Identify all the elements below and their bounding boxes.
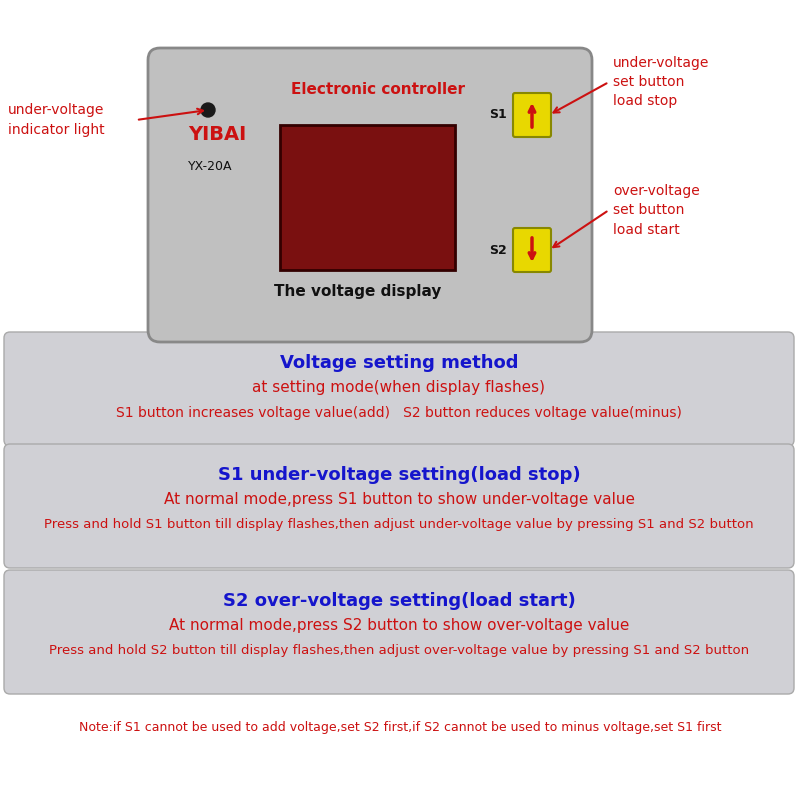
Text: The voltage display: The voltage display [274,284,441,299]
Text: S1 button increases voltage value(add)   S2 button reduces voltage value(minus): S1 button increases voltage value(add) S… [116,406,682,420]
Text: YX-20A: YX-20A [188,160,233,173]
Text: YIBAI: YIBAI [188,125,246,144]
Text: S1: S1 [490,109,507,122]
Text: Voltage setting method: Voltage setting method [280,354,518,372]
FancyBboxPatch shape [4,570,794,694]
FancyBboxPatch shape [4,332,794,446]
Circle shape [201,103,215,117]
FancyBboxPatch shape [148,48,592,342]
Text: Press and hold S1 button till display flashes,then adjust under-voltage value by: Press and hold S1 button till display fl… [44,518,754,531]
Text: Electronic controller: Electronic controller [291,82,466,97]
Bar [280,125,455,270]
Text: At normal mode,press S2 button to show over-voltage value: At normal mode,press S2 button to show o… [169,618,629,633]
Text: under-voltage
indicator light: under-voltage indicator light [8,103,105,137]
Text: Note:if S1 cannot be used to add voltage,set S2 first,if S2 cannot be used to mi: Note:if S1 cannot be used to add voltage… [78,722,722,734]
Text: S1 under-voltage setting(load stop): S1 under-voltage setting(load stop) [218,466,580,484]
Text: under-voltage
set button
load stop: under-voltage set button load stop [613,55,710,109]
Text: over-voltage
set button
load start: over-voltage set button load start [613,183,700,237]
Text: at setting mode(when display flashes): at setting mode(when display flashes) [253,380,546,395]
Text: S2 over-voltage setting(load start): S2 over-voltage setting(load start) [222,592,575,610]
Text: S2: S2 [490,243,507,257]
Text: Press and hold S2 button till display flashes,then adjust over-voltage value by : Press and hold S2 button till display fl… [49,644,749,657]
FancyBboxPatch shape [513,93,551,137]
FancyBboxPatch shape [513,228,551,272]
Text: At normal mode,press S1 button to show under-voltage value: At normal mode,press S1 button to show u… [163,492,634,507]
FancyBboxPatch shape [4,444,794,568]
